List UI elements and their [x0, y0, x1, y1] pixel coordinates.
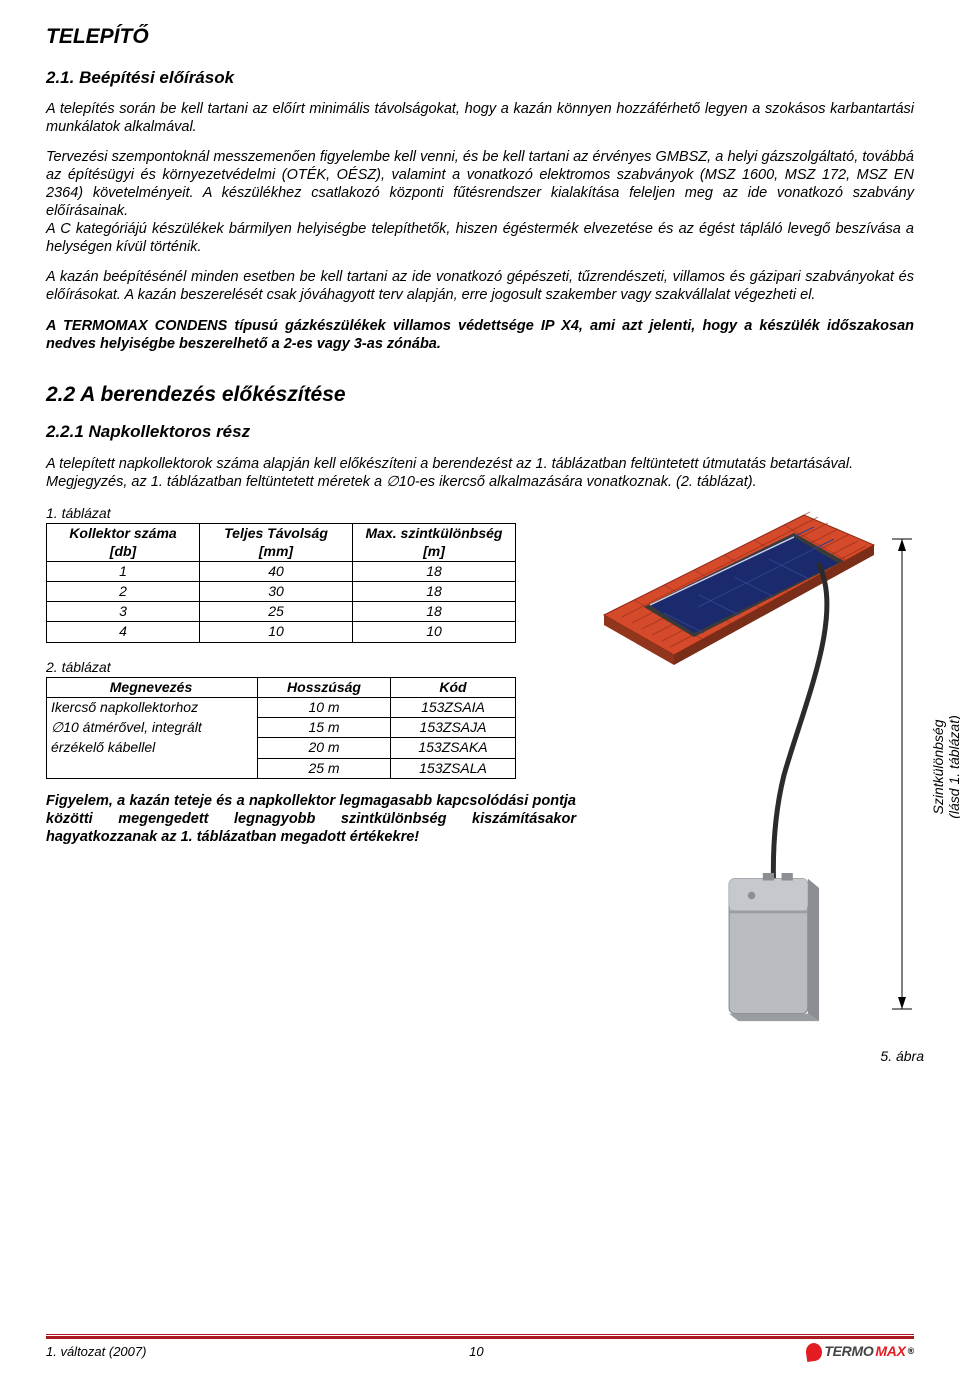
table-row: 41010	[47, 622, 516, 642]
paragraph-2: Tervezési szempontoknál messzemenően fig…	[46, 149, 914, 220]
vertical-dimension-label: Szintkülönbség (lásd 1. táblázat)	[930, 687, 960, 847]
tables-and-figure-row: 1. táblázat Kollektor száma [db] Teljes …	[46, 505, 914, 1065]
paragraph-3: A C kategóriájú készülékek bármilyen hel…	[46, 221, 914, 257]
paragraph-6: A telepített napkollektorok száma alapjá…	[46, 456, 914, 474]
table-2-caption: 2. táblázat	[46, 659, 576, 676]
figure-column: Szintkülönbség (lásd 1. táblázat) 5. ábr…	[594, 505, 924, 1065]
table-header: Teljes Távolság [mm]	[200, 524, 353, 561]
logo-part-b: MAX	[875, 1343, 905, 1360]
attention-text: Figyelem, a kazán teteje és a napkollekt…	[46, 793, 576, 845]
boiler-icon	[722, 873, 828, 1023]
table-row: 25 m153ZSALA	[47, 758, 516, 778]
dimension-line-icon	[892, 535, 912, 1015]
table-1: Kollektor száma [db] Teljes Távolság [mm…	[46, 523, 516, 642]
flame-icon	[805, 1342, 823, 1362]
paragraph-5-bold: A TERMOMAX CONDENS típusú gázkészülékek …	[46, 318, 914, 354]
paragraph-1: A telepítés során be kell tartani az elő…	[46, 101, 914, 137]
table-row: Ikercső napkollektorhoz 10 m153ZSAIA	[47, 698, 516, 718]
table-row: 23018	[47, 581, 516, 601]
page-footer: 1. változat (2007) 10 TERMOMAX®	[46, 1336, 914, 1361]
table-header: Max. szintkülönbség [m]	[353, 524, 516, 561]
logo-part-a: TERMO	[824, 1343, 873, 1360]
table-row: Megnevezés Hosszúság Kód	[47, 677, 516, 697]
table-row: ∅10 átmérővel, integrált 15 m153ZSAJA	[47, 718, 516, 738]
figure-caption: 5. ábra	[880, 1048, 924, 1065]
section-2-2-heading: 2.2 A berendezés előkészítése	[46, 382, 914, 408]
table-1-caption: 1. táblázat	[46, 505, 576, 522]
page: TELEPÍTŐ 2.1. Beépítési előírások A tele…	[0, 0, 960, 1379]
solar-boiler-diagram: Szintkülönbség (lásd 1. táblázat) 5. ábr…	[594, 505, 924, 1065]
footer-page-number: 10	[469, 1344, 483, 1360]
paragraph-4: A kazán beépítésénél minden esetben be k…	[46, 269, 914, 305]
registered-icon: ®	[908, 1346, 914, 1357]
table-header: Kollektor száma [db]	[47, 524, 200, 561]
table-row: érzékelő kábellel 20 m153ZSAKA	[47, 738, 516, 758]
footer-rule-thin	[46, 1334, 914, 1335]
attention-paragraph: Figyelem, a kazán teteje és a napkollekt…	[46, 793, 576, 846]
table-row: 32518	[47, 602, 516, 622]
tables-column: 1. táblázat Kollektor száma [db] Teljes …	[46, 505, 576, 861]
termomax-logo: TERMOMAX®	[806, 1343, 914, 1361]
footer-version: 1. változat (2007)	[46, 1344, 146, 1360]
section-title: Beépítési előírások	[79, 68, 234, 87]
main-title: TELEPÍTŐ	[46, 24, 914, 50]
table-header: Hosszúság	[258, 677, 391, 697]
paragraph-7: Megjegyzés, az 1. táblázatban feltüntete…	[46, 474, 914, 492]
table-row: 14018	[47, 561, 516, 581]
table-header: Kód	[391, 677, 516, 697]
section-2-2-1-heading: 2.2.1 Napkollektoros rész	[46, 422, 914, 443]
table-2: Megnevezés Hosszúság Kód Ikercső napkoll…	[46, 677, 516, 779]
section-number: 2.1.	[46, 68, 74, 87]
section-2-1-heading: 2.1. Beépítési előírások	[46, 68, 914, 89]
table-row: Kollektor száma [db] Teljes Távolság [mm…	[47, 524, 516, 561]
table-header: Megnevezés	[47, 677, 258, 697]
